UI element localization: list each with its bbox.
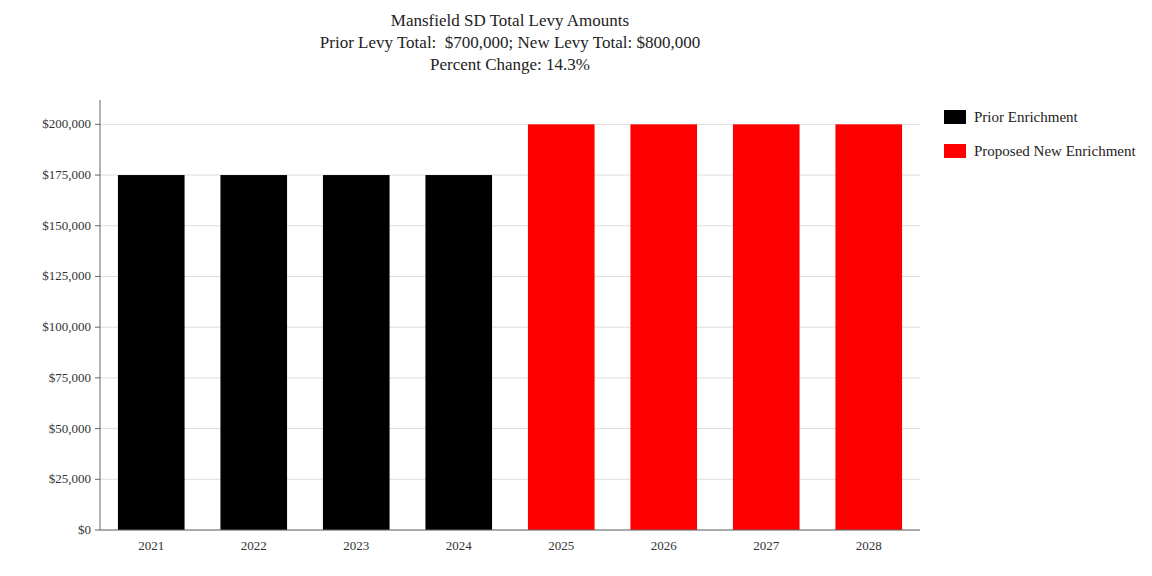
x-tick-label: 2026 <box>651 538 678 553</box>
x-tick-label: 2025 <box>548 538 574 553</box>
x-axis: 2021 2022 2023 2024 2025 2026 2027 2028 <box>100 530 920 553</box>
x-tick-label: 2024 <box>446 538 473 553</box>
legend-label: Proposed New Enrichment <box>974 143 1136 159</box>
grid-line <box>100 530 920 531</box>
bar <box>835 124 902 530</box>
bar <box>118 175 185 530</box>
y-tick-label: $125,000 <box>42 268 91 283</box>
y-tick <box>95 428 100 429</box>
bar <box>220 175 287 530</box>
y-tick <box>95 479 100 480</box>
y-tick <box>95 124 100 125</box>
bar <box>733 124 800 530</box>
y-tick-label: $25,000 <box>49 471 91 486</box>
y-tick <box>95 276 100 277</box>
y-axis: $0 $25,000 $50,000 $75,000 $100,000 $125,000 $… <box>42 100 920 537</box>
bar <box>323 175 390 530</box>
title-line: Prior Levy Total: $700,000; New Levy Tot… <box>320 33 700 52</box>
bar <box>528 124 595 530</box>
y-tick-label: $0 <box>78 522 91 537</box>
x-tick-label: 2027 <box>753 538 780 553</box>
legend-swatch <box>944 144 966 158</box>
y-tick <box>95 530 100 531</box>
legend-label: Prior Enrichment <box>974 109 1079 125</box>
bars <box>118 124 902 530</box>
y-tick <box>95 327 100 328</box>
chart-container: Mansfield SD Total Levy Amounts Prior Lev… <box>0 0 1152 576</box>
y-axis-line <box>100 100 101 530</box>
y-tick-label: $100,000 <box>42 319 91 334</box>
title: Mansfield SD Total Levy Amounts Prior Lev… <box>320 11 700 74</box>
bar <box>425 175 492 530</box>
y-tick <box>95 175 100 176</box>
legend: Prior Enrichment Proposed New Enrichment <box>944 109 1136 159</box>
y-tick-label: $150,000 <box>42 218 91 233</box>
y-tick-label: $75,000 <box>49 370 91 385</box>
x-tick-label: 2022 <box>241 538 267 553</box>
y-tick-label: $200,000 <box>42 116 91 131</box>
y-tick <box>95 225 100 226</box>
bar <box>630 124 697 530</box>
y-tick-label: $175,000 <box>42 167 91 182</box>
x-tick-label: 2023 <box>343 538 369 553</box>
title-line: Mansfield SD Total Levy Amounts <box>391 11 629 30</box>
x-tick-label: 2021 <box>138 538 164 553</box>
y-tick <box>95 377 100 378</box>
chart: Mansfield SD Total Levy Amounts Prior Lev… <box>0 0 1152 576</box>
y-tick-label: $50,000 <box>49 421 91 436</box>
title-line: Percent Change: 14.3% <box>430 55 590 74</box>
x-axis-line <box>100 530 920 531</box>
legend-swatch <box>944 110 966 124</box>
x-tick-label: 2028 <box>856 538 882 553</box>
